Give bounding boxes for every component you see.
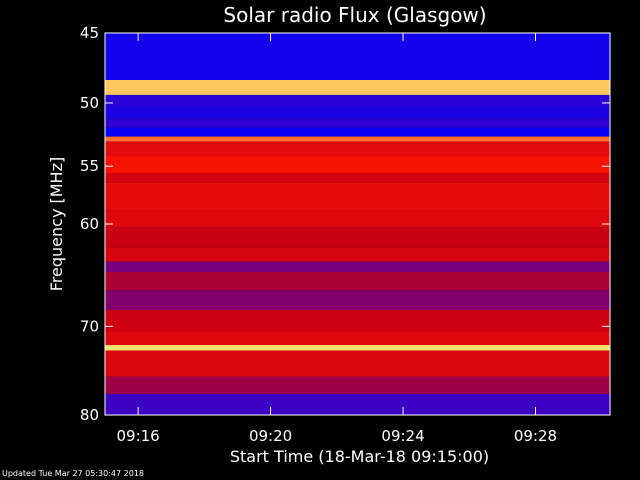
updated-timestamp: Updated Tue Mar 27 05:30:47 2018 <box>2 469 144 478</box>
y-tick-label: 45 <box>80 24 99 42</box>
x-tick-label: 09:24 <box>381 427 424 445</box>
spectrum-band <box>105 118 610 128</box>
spectrum-band <box>105 350 610 377</box>
plot-area <box>105 33 610 415</box>
spectrum-band <box>105 227 610 248</box>
spectrum-band <box>105 94 610 107</box>
x-tick-label: 09:16 <box>116 427 159 445</box>
y-tick-label: 70 <box>80 317 99 335</box>
x-axis: 09:16 09:20 09:24 09:28 <box>116 33 557 445</box>
y-tick-label: 60 <box>80 215 99 233</box>
spectrum-band <box>105 173 610 183</box>
spectrum-band <box>105 106 610 119</box>
spectrum-band <box>105 376 610 394</box>
y-tick-label: 80 <box>80 406 99 424</box>
spectrum-band <box>105 272 610 291</box>
x-tick-label: 09:20 <box>249 427 292 445</box>
spectrum-band <box>105 182 610 211</box>
spectrum-band <box>105 156 610 174</box>
y-tick-label: 55 <box>80 157 99 175</box>
spectrum-band <box>105 331 610 346</box>
y-axis: 45 50 55 60 70 80 <box>80 24 610 424</box>
spectrum-band <box>105 127 610 137</box>
spectrum-band <box>105 345 610 351</box>
x-tick-label: 09:28 <box>514 427 557 445</box>
spectrum-band <box>105 393 610 415</box>
chart-title: Solar radio Flux (Glasgow) <box>223 3 486 27</box>
spectrum-band <box>105 290 610 311</box>
spectrum-band <box>105 310 610 332</box>
y-axis-label: Frequency [MHz] <box>47 157 66 291</box>
spectrum-band <box>105 33 610 80</box>
y-tick-label: 50 <box>80 94 99 112</box>
spectrum-band <box>105 141 610 157</box>
spectrum-band <box>105 210 610 228</box>
spectrum-band <box>105 136 610 142</box>
x-axis-label: Start Time (18-Mar-18 09:15:00) <box>230 447 489 466</box>
spectrum-band <box>105 247 610 262</box>
spectrum-band <box>105 79 610 95</box>
spectrum-band <box>105 261 610 273</box>
